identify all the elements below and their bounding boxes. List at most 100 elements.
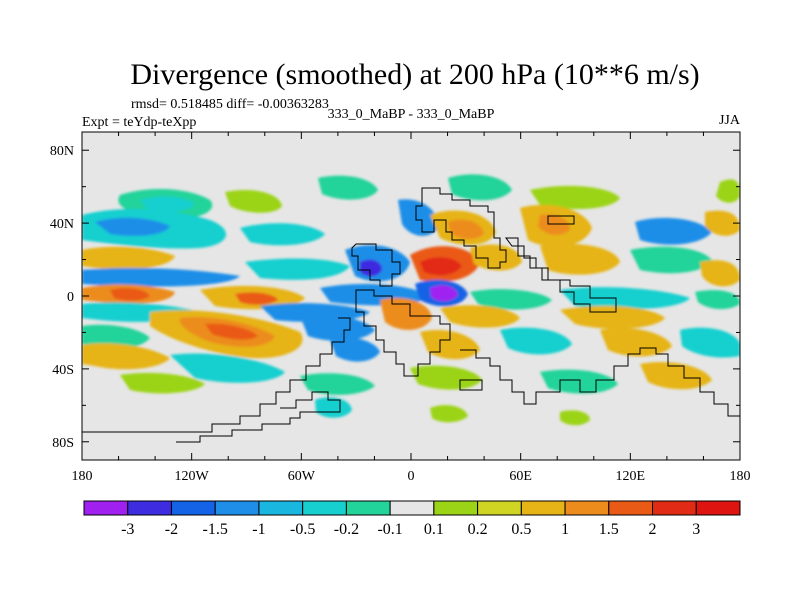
x-tick-label: 0 [408,469,415,484]
contour-blob [448,174,512,201]
colorbar-swatch [564,500,610,516]
contour-blob [600,327,672,357]
y-tick-label: 40S [52,363,74,378]
coastline-small-south [459,379,483,391]
contour-fills [82,174,740,426]
colorbar-swatch [389,500,435,516]
contour-blob [630,246,712,274]
colorbar-swatch [608,500,654,516]
colorbar-swatch [652,500,697,516]
colorbar-swatch [345,500,391,516]
colorbar-swatch [477,500,522,516]
contour-blob [538,214,570,235]
coastline-north-landmass [351,243,401,287]
stats-label: rmsd= 0.518485 diff= -0.00363283 [131,97,329,112]
contour-blob [315,397,352,418]
x-tick-label: 60E [509,469,532,484]
season-label: JJA [719,113,741,128]
x-tick-label: 60W [288,469,316,484]
contour-blob [470,289,552,310]
contour-blob [700,260,740,287]
contour-blob [470,244,522,271]
contour-blob [82,268,240,287]
contour-blob [300,314,375,341]
contour-blob [235,292,278,305]
colorbar-label: -0.2 [334,521,359,538]
contour-blob [82,343,170,370]
contour-blob [82,324,150,350]
contour-blob [448,219,484,240]
colorbar-swatch [170,500,216,516]
colorbar-swatch [433,500,479,516]
colorbar-label: -1 [252,521,265,538]
x-tick-label: 180 [72,469,93,484]
experiment-label: Expt = teYdp-teXpp [82,115,196,130]
contour-blob [240,223,325,246]
colorbar-label: -2 [165,521,178,538]
colorbar-swatch [258,500,304,516]
contour-blob [530,185,620,210]
contour-blob [300,373,375,395]
colorbar-swatch [695,500,741,516]
contour-blob [410,365,482,390]
case-label: 333_0_MaBP - 333_0_MaBP [328,107,495,122]
colorbar-label: 1.5 [599,521,619,538]
colorbar-swatch [83,500,129,516]
y-axis: 80N 40N 0 40S 80S [50,144,740,451]
colorbar-label: 0.5 [511,521,531,538]
contour-blob [330,337,380,362]
colorbar-label: -1.5 [203,521,228,538]
coastline-southern-continent [355,289,451,377]
colorbar-label: 3 [692,521,700,538]
y-tick-label: 40N [50,217,74,232]
contour-blob [420,257,462,276]
contour-blob [500,327,572,355]
contour-blob [360,259,382,277]
contour-blob [380,298,432,330]
contour-blob [540,243,620,275]
contour-blob [430,285,458,302]
coastline-east-block [505,237,617,313]
coastline-northern-continent [415,187,507,269]
colorbar-swatch [127,500,172,516]
coastline-small-island [547,215,575,225]
contour-blob [225,189,282,213]
contour-blob [440,305,520,328]
contour-blob [560,305,665,329]
colorbar-swatch [520,500,566,516]
contour-blob [245,258,350,280]
x-tick-label: 180 [730,469,751,484]
coastline-south-east [460,347,740,417]
x-tick-label: 120E [616,469,646,484]
colorbar-label: 2 [649,521,657,538]
contour-blob [170,353,285,383]
colorbar-label: -3 [121,521,134,538]
colorbar-label: 0.1 [424,521,444,538]
contour-blob [120,372,205,394]
contour-blob [95,217,170,236]
colorbar-swatch [214,500,260,516]
contour-blob [680,327,740,358]
map-plot-area [82,132,740,460]
y-tick-label: 0 [67,290,74,305]
contour-blob [205,323,258,340]
contour-blob [318,175,378,200]
contour-blob [110,288,150,301]
contour-blob [398,199,439,236]
x-tick-label: 120W [175,469,210,484]
x-axis: 180 120W 60W 0 60E 120E 180 [72,132,751,484]
contour-blob [82,246,175,270]
contour-blob [716,179,740,203]
colorbar-label: -0.1 [377,521,402,538]
contour-blob [635,217,712,245]
contour-blob [430,405,468,423]
coastline-antarctic-edge [176,391,341,443]
coastlines [82,187,740,443]
contour-blob [705,210,740,236]
contour-blob [640,361,712,390]
contour-blob [560,410,590,426]
colorbar: -3 -2 -1.5 -1 -0.5 -0.2 -0.1 0.1 0.2 0.5 1 1.5 2 3 [83,500,741,538]
contour-blob [140,196,195,212]
colorbar-swatch [302,500,347,516]
